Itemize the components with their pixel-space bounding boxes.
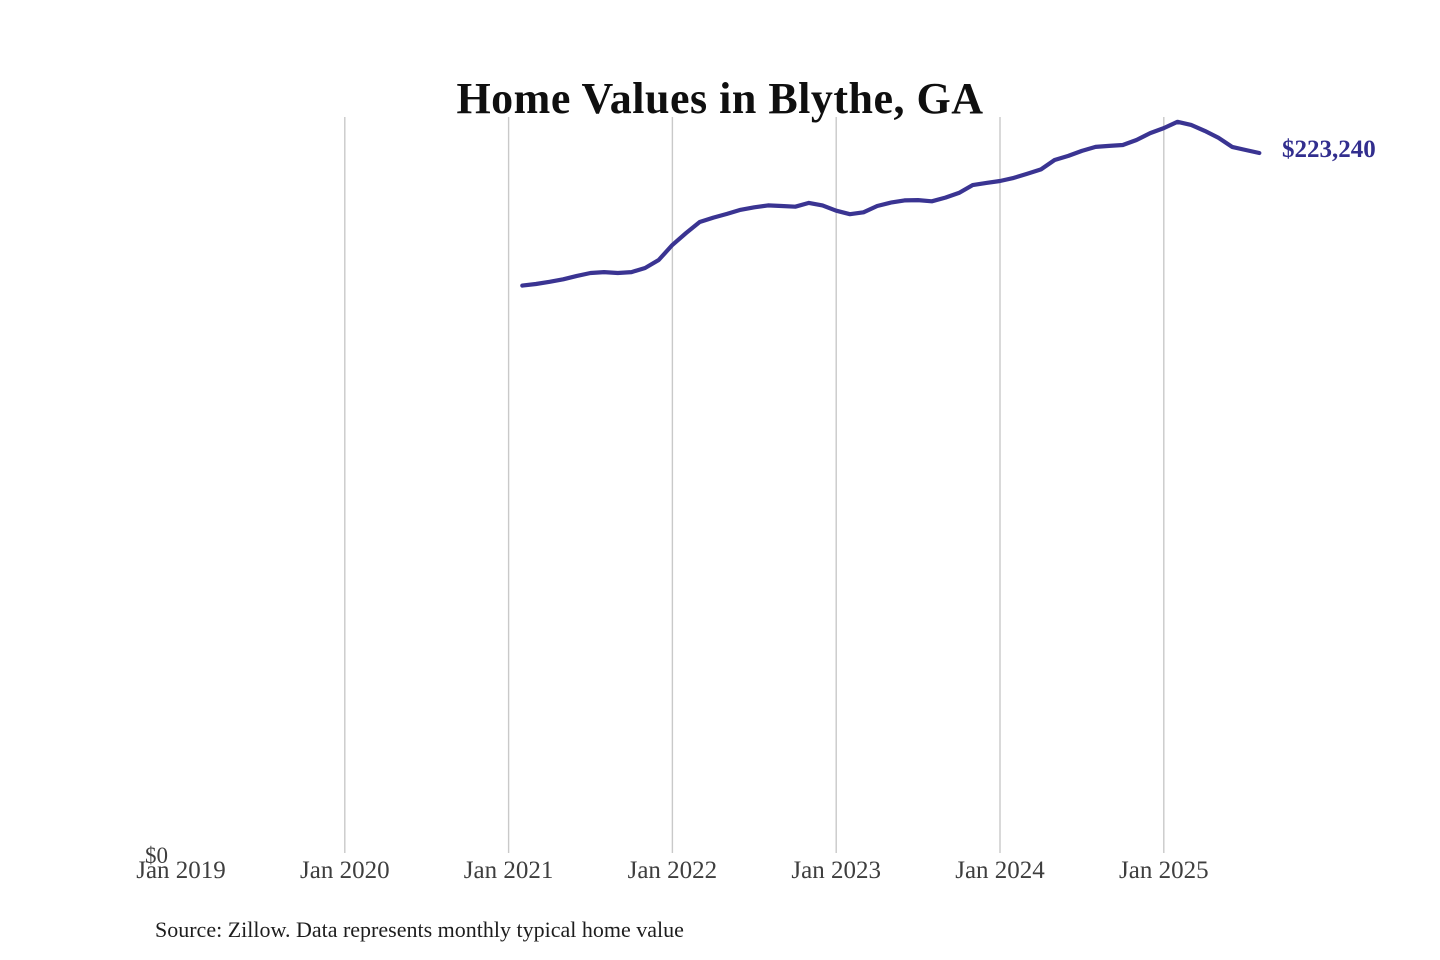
chart-title: Home Values in Blythe, GA	[456, 74, 984, 124]
latest-value-label: $223,240	[1282, 136, 1376, 163]
y-axis-zero-label: $0	[145, 843, 168, 868]
home-value-line	[520, 119, 1262, 288]
source-note: Source: Zillow. Data represents monthly …	[155, 917, 684, 942]
